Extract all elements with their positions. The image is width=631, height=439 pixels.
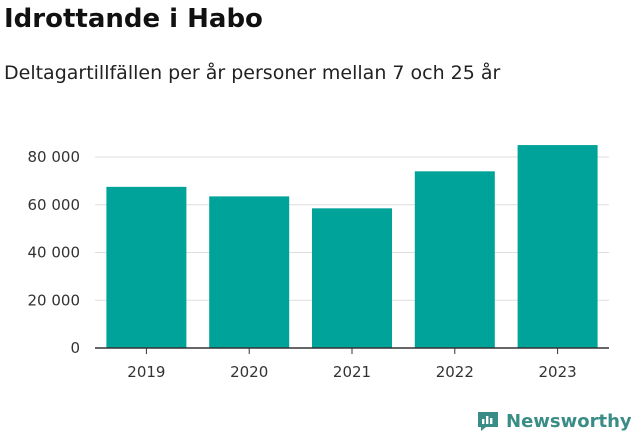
bar [312,208,392,348]
y-tick-label: 80 000 [28,148,81,166]
x-tick-label: 2023 [539,363,577,381]
newsworthy-logo-icon [478,412,498,431]
x-tick-label: 2020 [230,363,268,381]
y-tick-label: 40 000 [28,244,81,262]
y-tick-label: 20 000 [28,291,81,309]
newsworthy-brand: Newsworthy [476,409,631,433]
x-tick-label: 2022 [436,363,474,381]
chart-subtitle: Deltagartillfällen per år personer mella… [4,62,501,84]
brand-name: Newsworthy [506,410,631,432]
bar [517,145,598,348]
x-tick-label: 2019 [127,363,165,381]
chart-title: Idrottande i Habo [4,4,263,34]
bar [106,186,187,348]
y-tick-label: 60 000 [28,196,81,214]
y-tick-label: 0 [70,339,80,357]
bar [414,171,495,348]
bar-chart: 0 20 000 40 000 60 000 80 000 2019 2020 2021 202… [28,145,609,381]
x-tick-label: 2021 [333,363,371,381]
bar [209,196,290,348]
